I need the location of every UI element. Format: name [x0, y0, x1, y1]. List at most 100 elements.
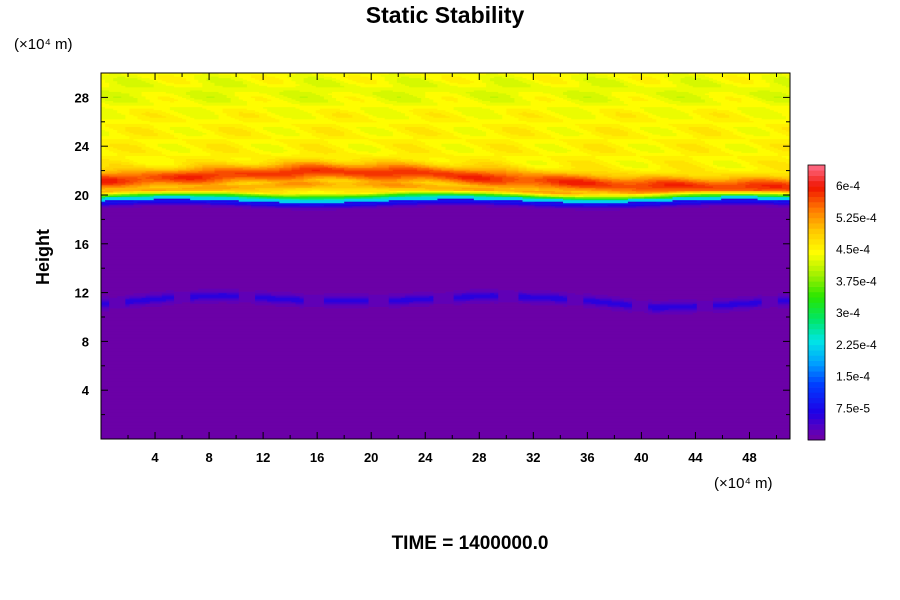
contour-cell [631, 127, 641, 131]
contour-cell [117, 147, 143, 150]
contour-cell [449, 170, 467, 173]
contour-cell [725, 97, 742, 100]
contour-cell [392, 204, 418, 207]
contour-cell [473, 80, 483, 83]
contour-cell [307, 95, 325, 98]
contour-cell [287, 76, 309, 79]
contour-cell [352, 205, 378, 208]
contour-cell [745, 166, 759, 169]
contour-cell [656, 179, 678, 182]
contour-cell [413, 112, 426, 115]
contour-cell [101, 254, 790, 257]
contour-cell [101, 350, 790, 353]
contour-cell [688, 83, 722, 86]
contour-cell [404, 127, 430, 131]
contour-cell [603, 132, 629, 135]
contour-cell [563, 304, 568, 307]
contour-cell [125, 115, 139, 118]
contour-cell [761, 188, 787, 192]
contour-cell [279, 162, 284, 166]
contour-cell [712, 298, 734, 301]
contour-cell [255, 77, 280, 80]
contour-cell [518, 301, 556, 304]
contour-cell [250, 132, 264, 135]
contour-cell [161, 109, 175, 112]
contour-cell [433, 162, 451, 166]
contour-cell [356, 111, 366, 114]
contour-cell [319, 179, 329, 182]
contour-cell [753, 82, 771, 85]
contour-cell [125, 156, 171, 159]
contour-cell [644, 173, 661, 176]
contour-cell [619, 115, 637, 118]
contour-cell [417, 202, 495, 205]
contour-cell [717, 164, 742, 167]
contour-cell [571, 162, 601, 166]
contour-cell [538, 146, 564, 149]
contour-cell [238, 292, 256, 295]
contour-cell [498, 190, 507, 193]
contour-cell [388, 153, 455, 156]
contour-cell [133, 204, 212, 207]
contour-cell [473, 149, 487, 152]
contour-cell [522, 195, 532, 198]
contour-cell [680, 193, 690, 196]
contour-cell [348, 176, 357, 179]
contour-cell [676, 85, 694, 88]
contour-cell [429, 304, 564, 307]
contour-cell [583, 204, 609, 207]
colorbar-swatch [808, 323, 825, 330]
contour-cell [226, 181, 236, 184]
contour-cell [700, 138, 751, 141]
contour-cell [619, 166, 633, 169]
contour-cell [708, 150, 726, 153]
contour-cell [518, 291, 524, 294]
contour-cell [534, 196, 544, 199]
contour-cell [619, 208, 790, 211]
contour-cell [660, 98, 674, 102]
contour-cell [129, 108, 155, 111]
contour-cell [295, 124, 341, 127]
contour-cell [178, 185, 195, 188]
contour-cell [344, 196, 361, 199]
contour-cell [530, 129, 540, 132]
contour-cell [214, 95, 228, 98]
contour-cell [161, 172, 187, 175]
contour-cell [591, 111, 601, 114]
contour-cell [769, 130, 779, 134]
contour-cell [279, 193, 297, 196]
contour-cell [303, 306, 325, 309]
contour-cell [449, 83, 487, 86]
contour-cell [101, 405, 790, 408]
contour-cell [522, 190, 556, 193]
contour-cell [145, 150, 163, 153]
contour-cell [226, 112, 240, 115]
contour-cell [514, 176, 544, 179]
contour-cell [384, 184, 406, 187]
contour-cell [396, 150, 410, 153]
contour-cell [271, 181, 280, 184]
contour-cell [522, 193, 528, 196]
contour-cell [145, 111, 151, 114]
contour-cell [352, 158, 374, 161]
contour-cell [534, 97, 552, 100]
contour-cell [129, 109, 163, 112]
contour-cell [538, 109, 552, 112]
contour-cell [761, 298, 779, 301]
contour-cell [165, 181, 183, 184]
contour-cell [684, 195, 694, 198]
contour-cell [603, 94, 613, 97]
contour-cell [538, 193, 544, 196]
contour-cell [725, 166, 747, 169]
contour-cell [457, 114, 467, 117]
contour-cell [712, 301, 730, 304]
contour-cell [599, 158, 649, 161]
contour-cell [502, 117, 520, 120]
contour-cell [745, 184, 763, 187]
contour-cell [250, 134, 268, 137]
contour-cell [773, 109, 790, 112]
contour-cell [173, 158, 187, 161]
contour-cell [332, 79, 341, 82]
contour-cell [526, 98, 540, 102]
contour-cell [518, 112, 536, 115]
